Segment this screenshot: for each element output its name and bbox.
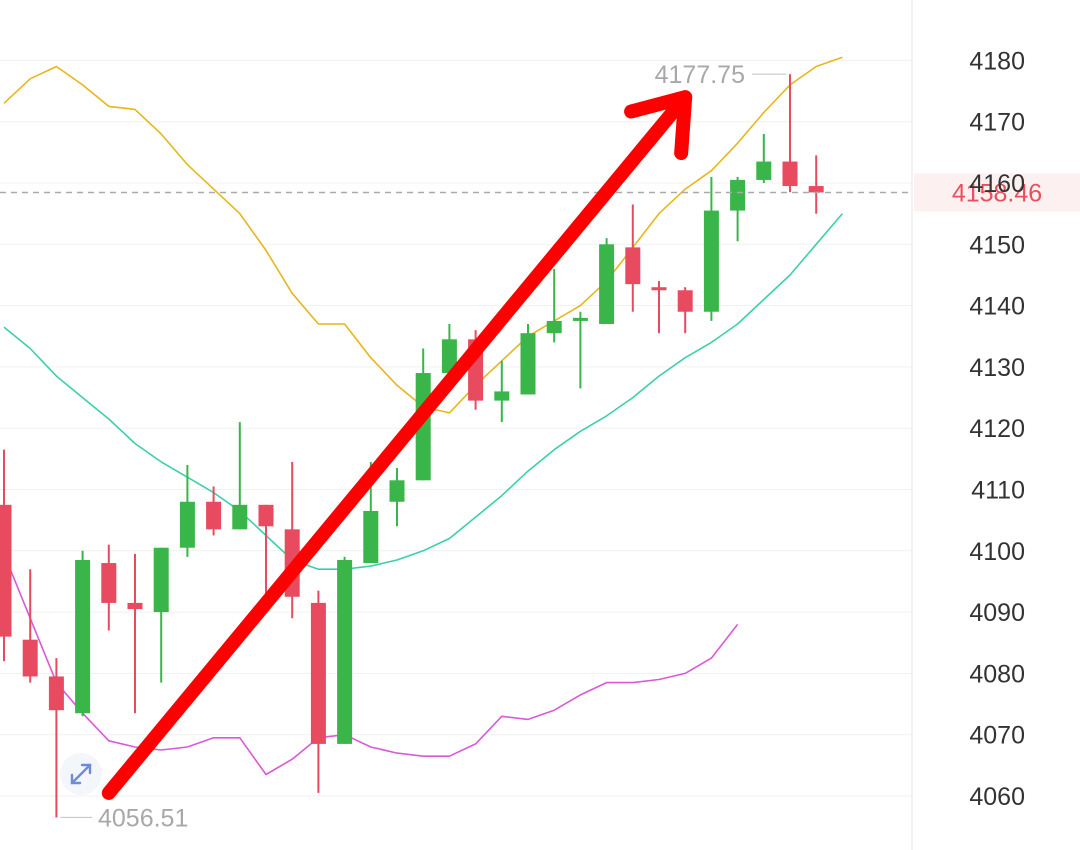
candle-body <box>494 391 510 401</box>
arrow-shaft <box>101 90 693 800</box>
y-tick-label: 4090 <box>969 599 1025 627</box>
candle-body <box>389 480 405 502</box>
expand-button[interactable] <box>60 753 102 795</box>
candle <box>310 590 326 793</box>
candle <box>651 281 667 334</box>
candle <box>782 74 798 193</box>
candle <box>258 504 274 603</box>
candle <box>625 204 641 312</box>
candle-body <box>48 676 64 711</box>
candle <box>389 468 405 527</box>
candle-body <box>730 179 746 211</box>
expand-icon <box>70 763 92 785</box>
candle <box>206 486 222 536</box>
candle <box>337 556 353 744</box>
candle <box>127 553 143 714</box>
candle <box>756 133 772 183</box>
candle <box>808 155 824 214</box>
candle <box>22 569 38 683</box>
current-price-label: 4158.46 <box>952 179 1042 207</box>
candle <box>546 268 562 343</box>
y-tick-label: 4120 <box>969 415 1025 443</box>
y-tick-label: 4160 <box>969 170 1025 198</box>
candle-body <box>0 504 12 637</box>
candle-body <box>22 639 38 677</box>
candle-body <box>232 504 248 530</box>
candle <box>179 464 195 557</box>
candle-body <box>153 547 169 613</box>
current-price-badge <box>914 173 1080 212</box>
candle-body <box>258 504 274 527</box>
y-tick-label: 4060 <box>969 783 1025 811</box>
candle-body <box>782 161 798 187</box>
candle-body <box>572 317 588 321</box>
y-tick-label: 4100 <box>969 538 1025 566</box>
candle <box>48 658 64 818</box>
y-tick-label: 4110 <box>971 477 1025 505</box>
candle <box>153 547 169 683</box>
candle-body <box>206 501 222 530</box>
y-tick-label: 4070 <box>969 722 1025 750</box>
grid-lines <box>0 59 912 797</box>
arrow-head <box>624 90 693 161</box>
annotations: 4177.75 4056.51 <box>0 61 912 832</box>
candle-body <box>756 161 772 180</box>
candle <box>232 422 248 530</box>
candle <box>677 287 693 334</box>
candles <box>0 74 824 818</box>
candle <box>101 544 117 631</box>
candle-body <box>677 290 693 312</box>
candle <box>284 461 300 619</box>
candle-body <box>441 339 457 374</box>
y-tick-label: 4150 <box>969 231 1025 259</box>
candle <box>599 238 615 324</box>
candle-body <box>651 287 667 291</box>
candle-body <box>703 210 719 312</box>
candle <box>75 550 91 717</box>
candle-body <box>546 320 562 334</box>
candle <box>0 449 12 662</box>
trend-arrow <box>101 90 693 800</box>
candle <box>730 176 746 242</box>
candle <box>703 176 719 321</box>
low-price-label: 4056.51 <box>98 804 188 832</box>
y-tick-label: 4080 <box>969 660 1025 688</box>
candle-body <box>625 247 641 285</box>
band-line-2 <box>3 213 844 571</box>
candle-body <box>179 501 195 548</box>
candle <box>520 323 536 395</box>
candle-body <box>337 559 353 744</box>
candle-body <box>599 244 615 324</box>
candle <box>572 311 588 389</box>
y-tick-label: 4130 <box>969 354 1025 382</box>
band-line-3 <box>3 553 739 776</box>
candle <box>494 360 510 423</box>
price-axis: 4158.46 4060 4070 4080 4090 4100 4110 4120 4130… <box>911 0 1080 850</box>
candle-body <box>363 510 379 564</box>
candle-body <box>808 186 824 193</box>
y-tick-label: 4170 <box>969 109 1025 137</box>
candle-body <box>75 559 91 714</box>
candle-body <box>127 602 143 610</box>
y-tick-label: 4180 <box>969 47 1025 75</box>
candle-body <box>101 563 117 603</box>
candle-body <box>520 333 536 395</box>
y-tick-label: 4140 <box>969 293 1025 321</box>
candle-body <box>310 602 326 744</box>
high-price-label: 4177.75 <box>655 61 745 89</box>
